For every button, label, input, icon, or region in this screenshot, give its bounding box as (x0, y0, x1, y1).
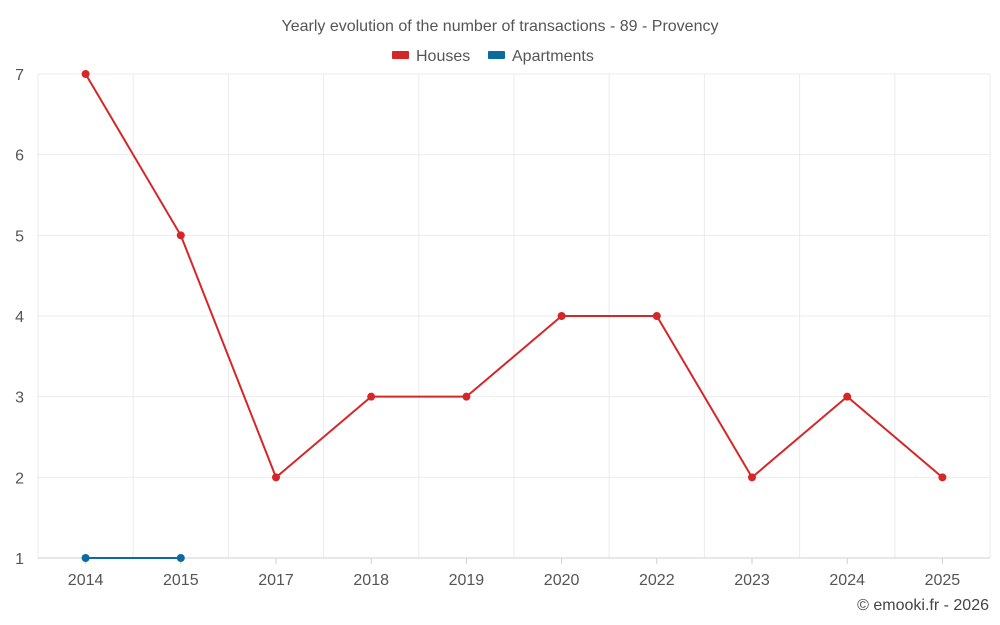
x-tick-label: 2020 (544, 572, 580, 589)
y-tick-label: 7 (15, 67, 24, 84)
points-layer (81, 70, 947, 562)
data-point-houses[interactable] (462, 392, 471, 401)
x-tick-label: 2024 (829, 572, 865, 589)
legend: Houses Apartments (392, 48, 594, 65)
series-layer (84, 73, 944, 559)
y-tick-label: 1 (15, 551, 24, 568)
data-point-apartments[interactable] (176, 554, 185, 562)
y-tick-label: 2 (15, 470, 24, 487)
x-tick-label: 2018 (353, 572, 389, 589)
x-tick-label: 2017 (258, 572, 294, 589)
y-tick-label: 6 (15, 148, 24, 165)
data-point-houses[interactable] (938, 473, 947, 482)
data-point-houses[interactable] (843, 392, 852, 401)
series-line-houses (84, 73, 944, 479)
data-point-houses[interactable] (81, 70, 90, 78)
data-point-houses[interactable] (557, 312, 566, 320)
data-point-houses[interactable] (367, 392, 376, 401)
x-tick-label: 2025 (925, 572, 961, 589)
axes: 1 2 3 4 5 6 7 2014 2015 2017 2018 2019 2020 2022 2023 2… (15, 67, 990, 589)
data-point-houses[interactable] (272, 473, 280, 482)
data-point-houses[interactable] (652, 312, 661, 320)
legend-label-apartments: Apartments (512, 48, 594, 65)
x-tick-label: 2022 (639, 572, 675, 589)
legend-item-houses[interactable]: Houses (392, 48, 470, 65)
legend-item-apartments[interactable]: Apartments (488, 48, 594, 65)
data-point-apartments[interactable] (81, 554, 90, 562)
y-tick-label: 3 (15, 390, 24, 407)
legend-swatch-apartments (488, 51, 505, 59)
x-tick-label: 2023 (734, 572, 770, 589)
legend-label-houses: Houses (416, 48, 470, 65)
data-point-houses[interactable] (748, 473, 756, 482)
x-tick-label: 2014 (68, 572, 104, 589)
x-tick-label: 2019 (449, 572, 485, 589)
credit-text: © emooki.fr - 2026 (857, 597, 989, 614)
x-tick-label: 2015 (163, 572, 199, 589)
y-tick-label: 5 (15, 228, 24, 245)
legend-swatch-houses (392, 51, 409, 59)
data-point-houses[interactable] (176, 231, 185, 240)
chart-title: Yearly evolution of the number of transa… (282, 18, 719, 35)
y-tick-label: 4 (15, 309, 24, 326)
grid (37, 73, 991, 558)
